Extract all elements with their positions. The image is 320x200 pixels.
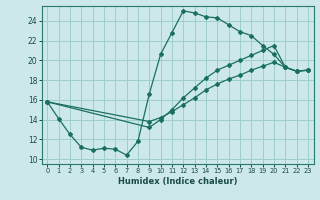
X-axis label: Humidex (Indice chaleur): Humidex (Indice chaleur) [118, 177, 237, 186]
